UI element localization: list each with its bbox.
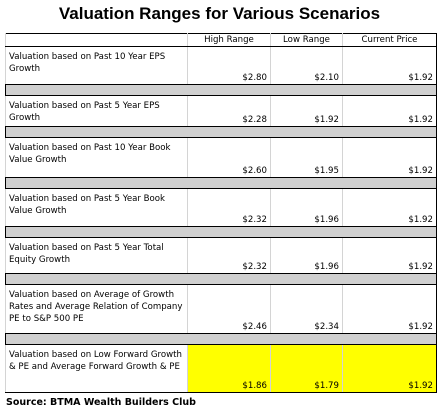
row-label: Valuation based on Low Forward Growth & …	[5, 344, 188, 393]
separator-cell	[5, 333, 437, 345]
header-cell: Low Range	[270, 33, 343, 47]
data-row: Valuation based on Past 10 Year Book Val…	[5, 137, 437, 178]
separator-row	[5, 126, 437, 138]
separator-row	[5, 177, 437, 189]
data-row: Valuation based on Average of Growth Rat…	[5, 284, 437, 334]
value-cell: $2.32	[187, 237, 271, 274]
separator-cell	[5, 84, 437, 96]
data-row: Valuation based on Low Forward Growth & …	[5, 344, 437, 393]
header-row: High Range Low Range Current Price	[5, 33, 437, 47]
source-note: Source: BTMA Wealth Builders Club	[6, 397, 196, 408]
value-cell: $1.86	[187, 344, 271, 393]
value-cell: $1.96	[270, 188, 343, 227]
separator-row	[5, 333, 437, 345]
title: Valuation Ranges for Various Scenarios	[58, 4, 381, 23]
row-label: Valuation based on Past 5 Year Total Equ…	[5, 237, 188, 274]
value-cell: $2.32	[187, 188, 271, 227]
header-cell	[5, 33, 188, 47]
data-row: Valuation based on Past 5 Year Total Equ…	[5, 237, 437, 274]
value-cell: $1.95	[270, 137, 343, 178]
separator-row	[5, 273, 437, 285]
value-cell: $1.92	[342, 95, 437, 127]
valuation-table: High Range Low Range Current Price Valuatio…	[5, 33, 437, 393]
separator-cell	[5, 226, 437, 238]
header-cell: High Range	[187, 33, 271, 47]
row-label: Valuation based on Past 10 Year EPS Grow…	[5, 46, 188, 85]
separator-row	[5, 226, 437, 238]
value-cell: $1.92	[342, 237, 437, 274]
value-cell: $1.96	[270, 237, 343, 274]
value-cell: $1.92	[342, 137, 437, 178]
separator-cell	[5, 177, 437, 189]
value-cell: $2.34	[270, 284, 343, 334]
separator-cell	[5, 273, 437, 285]
value-cell: $2.28	[187, 95, 271, 127]
data-row: Valuation based on Past 5 Year EPS Growt…	[5, 95, 437, 127]
row-label: Valuation based on Past 5 Year EPS Growt…	[5, 95, 188, 127]
separator-row	[5, 84, 437, 96]
data-row: Valuation based on Past 5 Year Book Valu…	[5, 188, 437, 227]
value-cell: $2.46	[187, 284, 271, 334]
value-cell: $1.92	[342, 344, 437, 393]
value-cell: $1.92	[342, 284, 437, 334]
value-cell: $2.80	[187, 46, 271, 85]
separator-cell	[5, 126, 437, 138]
row-label: Valuation based on Past 10 Year Book Val…	[5, 137, 188, 178]
value-cell: $1.92	[342, 188, 437, 227]
value-cell: $1.79	[270, 344, 343, 393]
value-cell: $2.10	[270, 46, 343, 85]
header-cell: Current Price	[342, 33, 437, 47]
row-label: Valuation based on Past 5 Year Book Valu…	[5, 188, 188, 227]
value-cell: $1.92	[342, 46, 437, 85]
value-cell: $2.60	[187, 137, 271, 178]
row-label: Valuation based on Average of Growth Rat…	[5, 284, 188, 334]
value-cell: $1.92	[270, 95, 343, 127]
data-row: Valuation based on Past 10 Year EPS Grow…	[5, 46, 437, 85]
